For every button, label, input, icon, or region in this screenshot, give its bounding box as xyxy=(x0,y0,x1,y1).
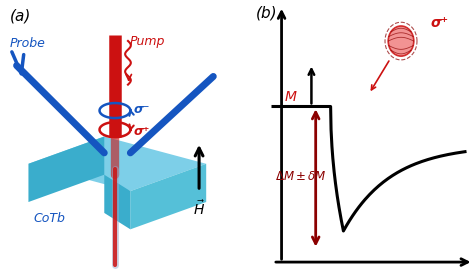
Polygon shape xyxy=(104,175,130,229)
Text: $\vec{H}$: $\vec{H}$ xyxy=(193,199,205,218)
Text: $\Delta M \pm \delta M$: $\Delta M \pm \delta M$ xyxy=(275,170,327,183)
Circle shape xyxy=(388,26,414,56)
Text: σ⁺: σ⁺ xyxy=(134,124,150,138)
Text: (b): (b) xyxy=(256,6,278,21)
Text: Pump: Pump xyxy=(129,35,164,49)
Text: Probe: Probe xyxy=(9,37,46,50)
Text: $M$: $M$ xyxy=(283,90,297,104)
Text: (a): (a) xyxy=(9,8,31,23)
Polygon shape xyxy=(130,164,206,229)
Text: σ⁻: σ⁻ xyxy=(134,103,150,116)
Text: σ⁺: σ⁺ xyxy=(431,16,449,30)
Text: CoTb: CoTb xyxy=(33,212,65,225)
Polygon shape xyxy=(28,136,104,202)
Polygon shape xyxy=(28,136,206,191)
